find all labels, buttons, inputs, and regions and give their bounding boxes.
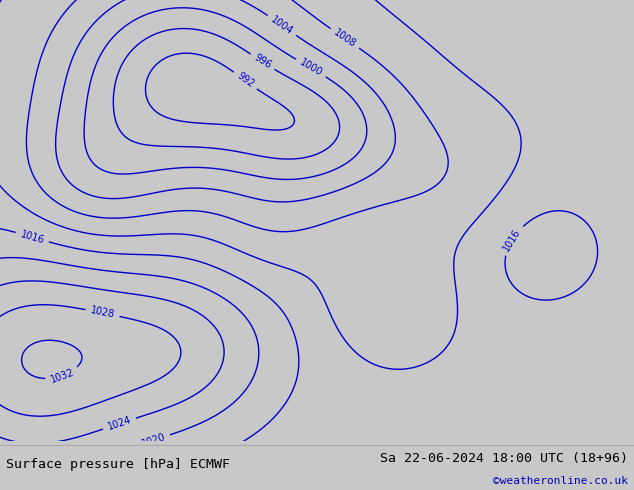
Text: 1016: 1016: [19, 229, 46, 245]
Text: 1032: 1032: [49, 367, 75, 384]
Text: Sa 22-06-2024 18:00 UTC (18+96): Sa 22-06-2024 18:00 UTC (18+96): [380, 452, 628, 465]
Text: 1000: 1000: [298, 57, 324, 78]
Text: 1016: 1016: [501, 227, 523, 253]
Text: 996: 996: [252, 52, 273, 71]
Text: 1024: 1024: [107, 415, 133, 432]
Text: ©weatheronline.co.uk: ©weatheronline.co.uk: [493, 476, 628, 486]
Text: 1028: 1028: [89, 306, 115, 320]
Text: 992: 992: [235, 71, 256, 90]
Text: 1004: 1004: [269, 14, 295, 37]
Text: 1020: 1020: [140, 432, 167, 449]
Text: 1008: 1008: [332, 27, 358, 49]
Text: Surface pressure [hPa] ECMWF: Surface pressure [hPa] ECMWF: [6, 458, 230, 471]
